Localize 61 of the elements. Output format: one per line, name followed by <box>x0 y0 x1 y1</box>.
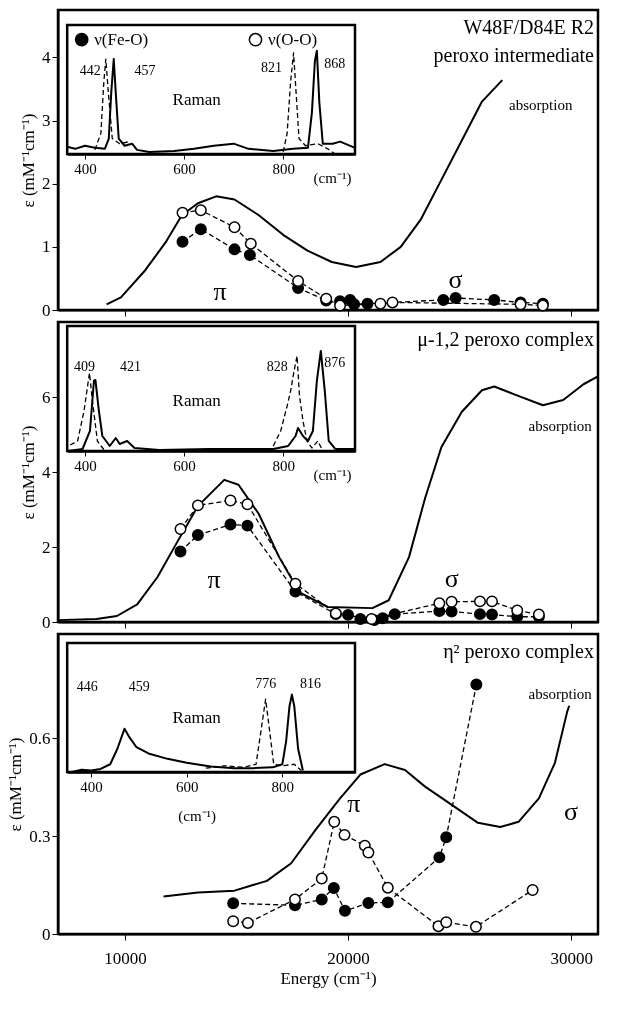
x-tick-label: 400 <box>80 778 103 795</box>
y-tick-label: 0 <box>42 612 51 632</box>
x-tick-label: 600 <box>175 778 199 795</box>
annotation: 421 <box>120 359 141 375</box>
annotation: 457 <box>134 63 156 79</box>
y-tick-label: 0.3 <box>29 826 51 846</box>
x-tick-label: 400 <box>74 457 97 474</box>
annotation: Raman <box>172 390 222 410</box>
x-axis-title: (cm⁻¹) <box>313 466 352 484</box>
y-tick-label: 6 <box>42 387 51 407</box>
annotation: π <box>347 788 361 818</box>
chart-title: μ-1,2 peroxo complex <box>417 328 594 351</box>
x-tick-label: 20000 <box>327 948 370 968</box>
y-tick-label: 1 <box>42 237 51 257</box>
text: peroxo intermediate <box>433 44 595 67</box>
x-axis-title: (cm⁻¹) <box>313 169 352 187</box>
y-tick-label: 3 <box>42 111 51 131</box>
y-axis-title: ε (mM⁻¹cm⁻¹) <box>6 737 26 832</box>
x-tick-label: 600 <box>173 160 196 177</box>
annotation: 821 <box>261 59 283 75</box>
y-tick-label: 2 <box>42 174 51 194</box>
annotation: 776 <box>255 676 277 692</box>
annotation: 409 <box>73 359 95 375</box>
y-tick-label: 4 <box>42 47 51 67</box>
legend-label: ν(O-O) <box>268 29 318 49</box>
annotation: Raman <box>172 707 222 727</box>
x-tick-label: 30000 <box>550 948 593 968</box>
chart-title: W48F/D84E R2 <box>463 16 594 38</box>
annotation: absorption <box>528 686 593 702</box>
x-tick-label: 800 <box>271 778 295 795</box>
x-axis-title: Energy (cm⁻¹) <box>280 968 377 988</box>
annotation: σ <box>563 796 579 826</box>
y-axis-title: ε (mM⁻¹cm⁻¹) <box>19 113 38 208</box>
annotation: 459 <box>128 678 150 694</box>
legend-label: ν(Fe-O) <box>94 29 149 49</box>
annotation: absorption <box>509 96 573 113</box>
annotation: 816 <box>299 676 321 692</box>
x-tick-label: 400 <box>74 160 97 177</box>
chart-title: η² peroxo complex <box>443 640 594 663</box>
annotation: 868 <box>324 55 346 71</box>
annotation: 828 <box>266 359 288 375</box>
y-tick-label: 4 <box>42 462 51 482</box>
x-tick-label: 800 <box>272 160 295 177</box>
x-tick-label: 800 <box>272 457 295 474</box>
y-tick-label: 0.6 <box>29 728 51 748</box>
y-axis-title: ε (mM⁻¹cm⁻¹) <box>19 425 38 520</box>
annotation: 876 <box>324 355 346 371</box>
annotation: σ <box>444 563 459 593</box>
x-tick-label: 600 <box>173 457 196 474</box>
y-tick-label: 0 <box>42 924 51 944</box>
annotation: σ <box>448 265 463 294</box>
y-tick-label: 2 <box>42 537 51 557</box>
annotation: π <box>207 565 221 594</box>
annotation: absorption <box>528 417 593 434</box>
annotation: 442 <box>79 63 101 79</box>
y-tick-label: 0 <box>42 300 51 320</box>
annotation: Raman <box>172 89 222 109</box>
x-tick-label: 10000 <box>104 948 147 968</box>
annotation: 446 <box>76 678 98 694</box>
annotation: π <box>213 277 227 306</box>
x-axis-title: (cm⁻¹) <box>178 807 217 825</box>
